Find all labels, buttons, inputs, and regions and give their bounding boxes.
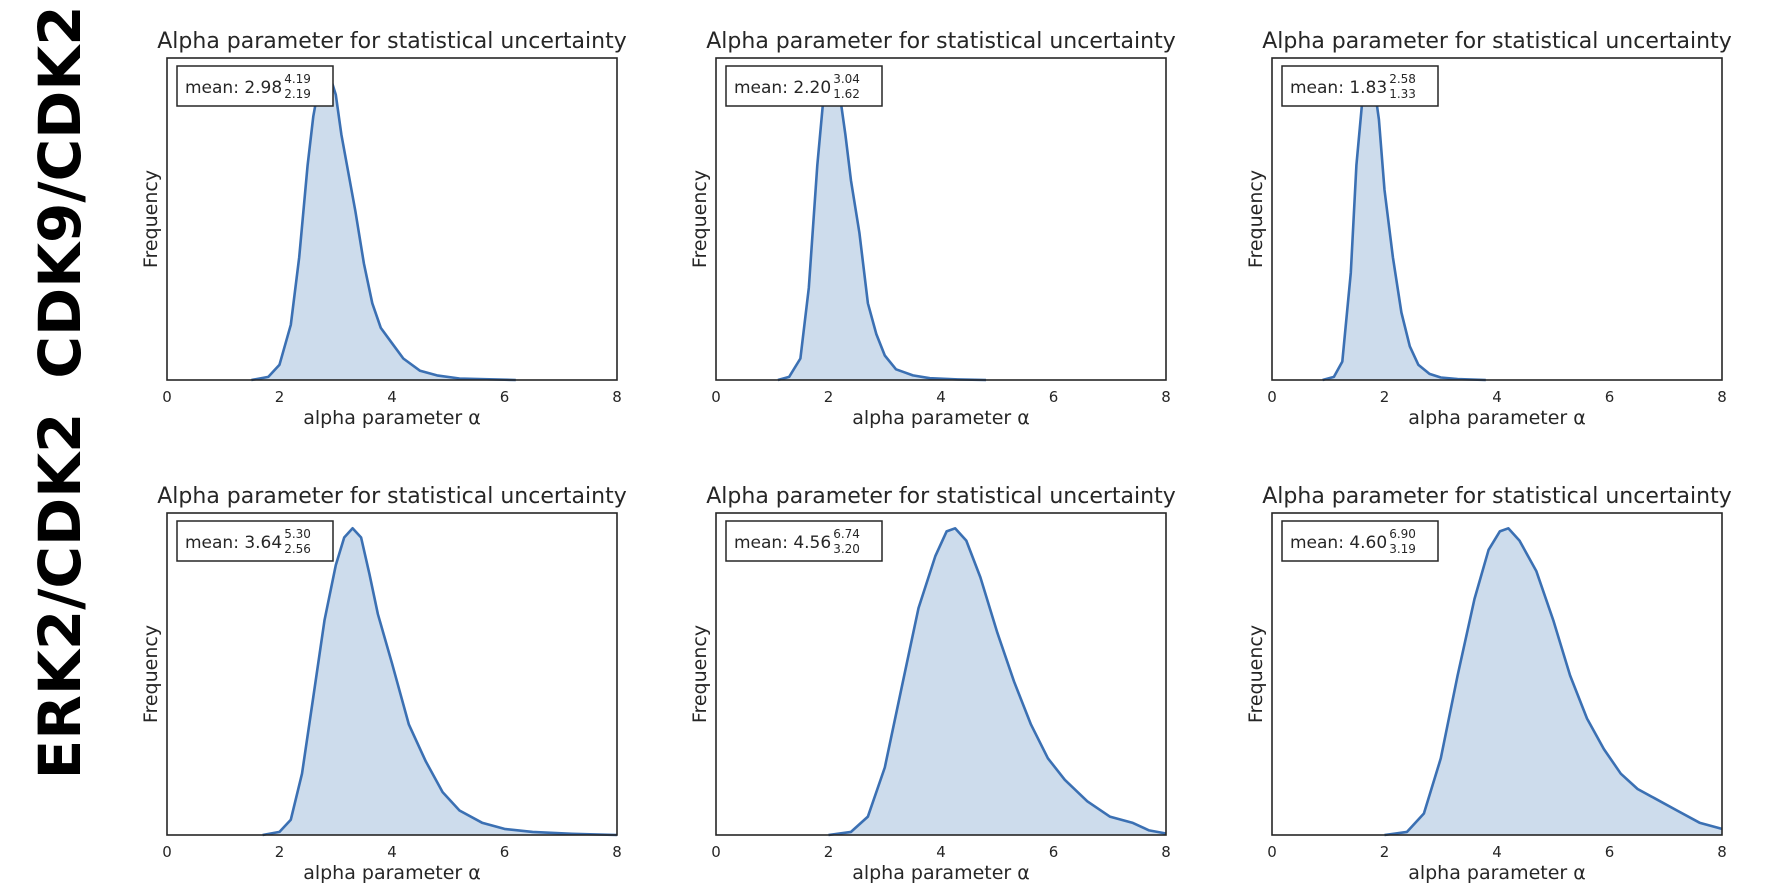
x-tick-label: 4 bbox=[1492, 388, 1502, 406]
x-tick-label: 4 bbox=[936, 388, 946, 406]
density-area bbox=[251, 73, 516, 381]
density-area bbox=[1322, 73, 1486, 381]
x-tick-label: 6 bbox=[1605, 843, 1615, 861]
y-axis-label: Frequency bbox=[140, 625, 162, 723]
plot-frame bbox=[166, 57, 618, 381]
x-tick-label: 8 bbox=[1161, 843, 1171, 861]
legend-upper-bound: 2.58 bbox=[1389, 72, 1416, 86]
x-axis-label: alpha parameter α bbox=[852, 407, 1030, 429]
plot-frame bbox=[166, 512, 618, 836]
plot-frame bbox=[715, 512, 1167, 836]
density-line bbox=[1322, 72, 1486, 382]
x-tick-label: 0 bbox=[1267, 388, 1277, 406]
x-tick-label: 2 bbox=[1380, 388, 1390, 406]
legend-upper-bound: 6.74 bbox=[833, 527, 860, 541]
x-tick-label: 0 bbox=[711, 388, 721, 406]
density-line bbox=[828, 527, 1167, 837]
x-tick-label: 0 bbox=[1267, 843, 1277, 861]
legend-mean-text: mean: 4.56 bbox=[734, 533, 831, 553]
x-tick-label: 4 bbox=[387, 388, 397, 406]
y-axis-label: Frequency bbox=[689, 625, 711, 723]
legend-lower-bound: 3.19 bbox=[1389, 542, 1416, 556]
legend-mean-text: mean: 2.20 bbox=[734, 78, 831, 98]
x-axis-label: alpha parameter α bbox=[1408, 862, 1586, 884]
legend-box bbox=[725, 65, 883, 107]
x-tick-label: 6 bbox=[1049, 388, 1059, 406]
legend-box bbox=[1281, 520, 1439, 562]
density-area bbox=[1384, 528, 1722, 835]
x-tick-label: 2 bbox=[824, 388, 834, 406]
legend-box bbox=[725, 520, 883, 562]
legend-upper-bound: 4.19 bbox=[284, 72, 311, 86]
x-tick-label: 2 bbox=[824, 843, 834, 861]
subplot-5: Alpha parameter for statistical uncertai… bbox=[1245, 484, 1732, 884]
legend-box bbox=[176, 65, 334, 107]
legend-mean-text: mean: 3.64 bbox=[185, 533, 282, 553]
legend-lower-bound: 2.19 bbox=[284, 87, 311, 101]
subplot-3: Alpha parameter for statistical uncertai… bbox=[140, 484, 627, 884]
legend-upper-bound: 6.90 bbox=[1389, 527, 1416, 541]
plot-frame bbox=[1271, 57, 1723, 381]
x-tick-label: 4 bbox=[936, 843, 946, 861]
y-axis-label: Frequency bbox=[140, 170, 162, 268]
density-area bbox=[777, 73, 986, 381]
chart-title: Alpha parameter for statistical uncertai… bbox=[706, 484, 1176, 509]
legend-mean-text: mean: 1.83 bbox=[1290, 78, 1387, 98]
x-axis-label: alpha parameter α bbox=[303, 407, 481, 429]
subplot-2: Alpha parameter for statistical uncertai… bbox=[1245, 29, 1732, 429]
x-tick-label: 8 bbox=[612, 843, 622, 861]
legend-box bbox=[176, 520, 334, 562]
x-tick-label: 8 bbox=[1717, 388, 1727, 406]
x-axis-label: alpha parameter α bbox=[1408, 407, 1586, 429]
chart-title: Alpha parameter for statistical uncertai… bbox=[157, 29, 627, 54]
x-tick-label: 4 bbox=[1492, 843, 1502, 861]
x-tick-label: 6 bbox=[1049, 843, 1059, 861]
x-tick-label: 6 bbox=[500, 843, 510, 861]
legend-lower-bound: 2.56 bbox=[284, 542, 311, 556]
legend-mean-text: mean: 2.98 bbox=[185, 78, 282, 98]
legend-lower-bound: 1.33 bbox=[1389, 87, 1416, 101]
subplot-1: Alpha parameter for statistical uncertai… bbox=[689, 29, 1176, 429]
x-axis-label: alpha parameter α bbox=[852, 862, 1030, 884]
x-tick-label: 0 bbox=[711, 843, 721, 861]
x-tick-label: 8 bbox=[1161, 388, 1171, 406]
legend-lower-bound: 1.62 bbox=[833, 87, 860, 101]
y-axis-label: Frequency bbox=[1245, 170, 1267, 268]
subplot-4: Alpha parameter for statistical uncertai… bbox=[689, 484, 1176, 884]
density-line bbox=[777, 72, 987, 382]
density-area bbox=[262, 528, 617, 835]
x-tick-label: 2 bbox=[1380, 843, 1390, 861]
legend-upper-bound: 5.30 bbox=[284, 527, 311, 541]
legend-mean-text: mean: 4.60 bbox=[1290, 533, 1387, 553]
x-tick-label: 2 bbox=[275, 843, 285, 861]
x-tick-label: 0 bbox=[162, 843, 172, 861]
x-tick-label: 8 bbox=[1717, 843, 1727, 861]
plot-frame bbox=[715, 57, 1167, 381]
chart-title: Alpha parameter for statistical uncertai… bbox=[157, 484, 627, 509]
density-line bbox=[1384, 527, 1723, 837]
subplot-0: Alpha parameter for statistical uncertai… bbox=[140, 29, 627, 429]
density-line bbox=[262, 527, 618, 837]
x-tick-label: 8 bbox=[612, 388, 622, 406]
x-axis-label: alpha parameter α bbox=[303, 862, 481, 884]
chart-title: Alpha parameter for statistical uncertai… bbox=[1262, 484, 1732, 509]
x-tick-label: 4 bbox=[387, 843, 397, 861]
x-tick-label: 0 bbox=[162, 388, 172, 406]
chart-title: Alpha parameter for statistical uncertai… bbox=[1262, 29, 1732, 54]
legend-upper-bound: 3.04 bbox=[833, 72, 860, 86]
y-axis-label: Frequency bbox=[689, 170, 711, 268]
y-axis-label: Frequency bbox=[1245, 625, 1267, 723]
density-line bbox=[251, 72, 516, 382]
legend-box bbox=[1281, 65, 1439, 107]
plot-frame bbox=[1271, 512, 1723, 836]
x-tick-label: 6 bbox=[500, 388, 510, 406]
x-tick-label: 6 bbox=[1605, 388, 1615, 406]
x-tick-label: 2 bbox=[275, 388, 285, 406]
chart-title: Alpha parameter for statistical uncertai… bbox=[706, 29, 1176, 54]
density-area bbox=[828, 528, 1166, 835]
legend-lower-bound: 3.20 bbox=[833, 542, 860, 556]
